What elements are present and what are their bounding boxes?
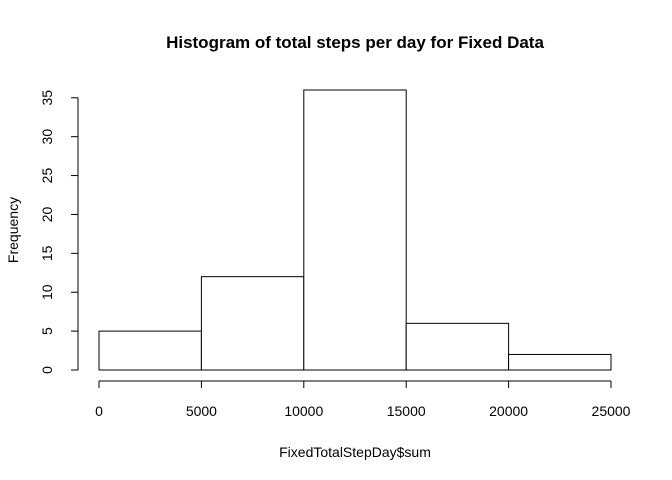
x-tick-label: 25000 [592,403,631,419]
x-tick-label: 5000 [186,403,217,419]
x-tick-label: 20000 [489,403,528,419]
histogram-bar-1 [200,276,305,371]
histogram-bar-2 [303,89,407,371]
y-axis: 0 5 10 15 20 25 30 35 [39,90,79,374]
y-tick-label: 10 [39,284,55,300]
x-axis-title: FixedTotalStepDay$sum [279,444,431,460]
y-tick-label: 0 [39,366,55,374]
y-tick-label: 15 [39,245,55,261]
x-tick-label: 10000 [284,403,323,419]
x-axis: 0 5000 10000 15000 20000 25000 [95,380,631,419]
x-tick-label: 0 [95,403,103,419]
y-tick-label: 30 [39,129,55,145]
histogram-bar-3 [405,322,510,371]
histogram-bar-4 [508,353,612,371]
y-tick-label: 5 [39,327,55,335]
y-axis-title: Frequency [5,197,21,263]
histogram-bar-0 [98,330,202,371]
histogram-bars [98,89,612,371]
y-tick-label: 25 [39,168,55,184]
chart-title: Histogram of total steps per day for Fix… [166,33,544,52]
x-tick-label: 15000 [387,403,426,419]
y-tick-label: 20 [39,206,55,222]
y-tick-label: 35 [39,90,55,106]
